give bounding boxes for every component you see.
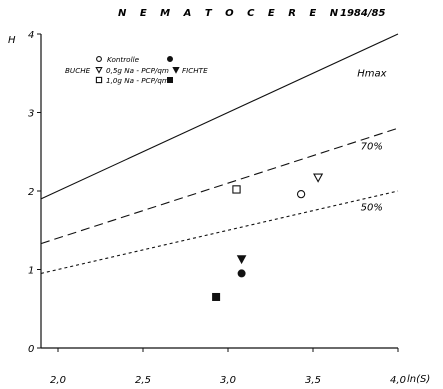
legend-symbol xyxy=(166,77,173,84)
legend-symbol xyxy=(172,67,180,74)
reference-lines: Hmax 70% 50% xyxy=(40,33,399,274)
legend-fichte-label: FICHTE xyxy=(182,66,208,75)
y-tick-label: 2 xyxy=(28,187,34,198)
chart-year: 1984/85 xyxy=(340,8,385,19)
x-tick-label: 3,0 xyxy=(220,375,236,386)
reference-line-label: 50% xyxy=(361,203,383,214)
chart-title: N E M A T O C E R E N xyxy=(118,8,343,19)
reference-line xyxy=(40,33,399,200)
legend-dose-05-label: 0,5g Na - PCP/qm xyxy=(106,66,169,75)
legend-kontrolle-label: Kontrolle xyxy=(107,55,140,64)
x-tick-label: 2,5 xyxy=(135,375,151,386)
data-point xyxy=(237,269,246,278)
legend-dose-10-label: 1,0g Na - PCP/qm xyxy=(106,76,169,85)
x-tick-label: 2,0 xyxy=(50,375,66,386)
y-tick-label: 1 xyxy=(28,266,34,277)
reference-line xyxy=(40,127,399,245)
data-point xyxy=(236,255,247,265)
legend: Kontrolle BUCHE 0,5g Na - PCP/qm FICHTE … xyxy=(65,55,208,85)
x-axis-label: ln(S) xyxy=(407,374,430,385)
data-point xyxy=(212,292,221,301)
reference-line-label: 70% xyxy=(361,141,383,152)
x-tick-label: 3,5 xyxy=(305,375,321,386)
legend-symbol xyxy=(166,56,173,63)
y-tick-label: 4 xyxy=(28,30,34,41)
data-point xyxy=(296,189,306,199)
data-points xyxy=(212,173,324,301)
legend-symbol xyxy=(95,67,103,74)
y-axis-label: H xyxy=(8,35,16,46)
y-tick-label: 3 xyxy=(28,109,34,120)
reference-line xyxy=(40,190,399,274)
axes: 0 1 2 3 4 2,0 2,5 3,0 3,5 4,0 xyxy=(28,30,406,386)
data-point xyxy=(313,173,324,183)
legend-symbol xyxy=(96,56,102,62)
y-tick-label: 0 xyxy=(28,344,34,355)
legend-buche-label: BUCHE xyxy=(65,66,91,75)
legend-symbol xyxy=(95,76,103,84)
x-tick-label: 4,0 xyxy=(390,375,406,386)
data-point xyxy=(232,185,241,194)
reference-line-label: Hmax xyxy=(357,68,386,79)
